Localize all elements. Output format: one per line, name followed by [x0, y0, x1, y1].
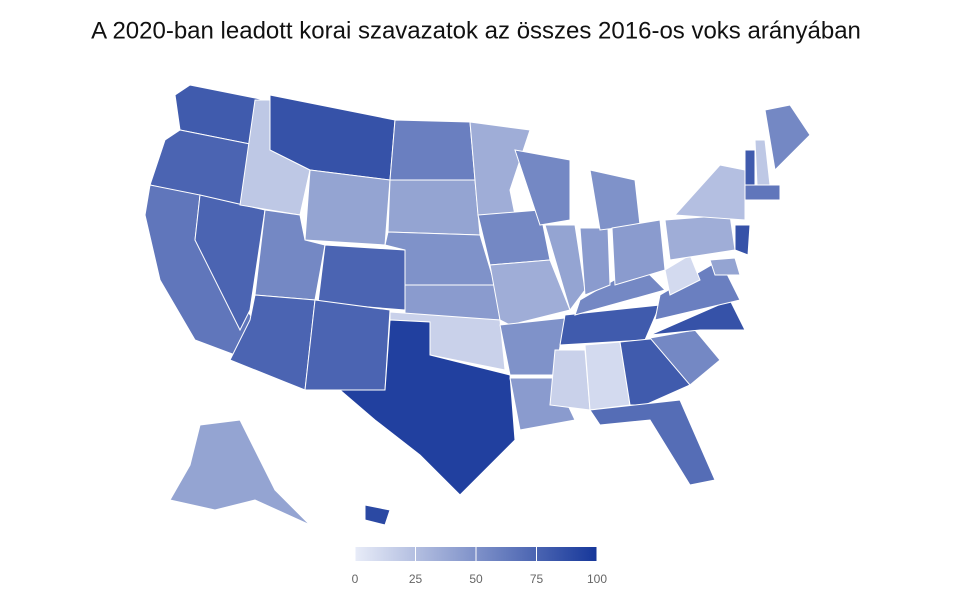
- region: [579, 227, 611, 296]
- region: [389, 119, 476, 181]
- region: [709, 257, 741, 276]
- region: [764, 104, 811, 172]
- region: [673, 164, 746, 221]
- region: [169, 419, 311, 526]
- region: [469, 121, 531, 216]
- color-tick-label: 25: [409, 572, 423, 586]
- region: [664, 214, 736, 261]
- region: [589, 169, 641, 231]
- region: [549, 349, 591, 411]
- color-tick-label: 0: [352, 572, 359, 586]
- region: [338, 319, 516, 496]
- region: [489, 259, 571, 326]
- region: [229, 294, 316, 391]
- region: [364, 504, 391, 526]
- region: [744, 184, 781, 201]
- region: [317, 244, 406, 311]
- region: [589, 399, 716, 486]
- region: [664, 254, 701, 296]
- region: [744, 149, 756, 186]
- chart-title: A 2020-ban leadott korai szavazatok az ö…: [91, 17, 861, 44]
- region: [514, 149, 571, 226]
- region: [304, 299, 391, 391]
- region: [734, 224, 751, 256]
- color-tick-label: 50: [469, 572, 483, 586]
- color-tick-label: 75: [530, 572, 544, 586]
- region: [304, 169, 391, 246]
- region: [387, 179, 481, 236]
- region: [611, 219, 666, 286]
- region: [754, 139, 771, 186]
- color-tick-label: 100: [587, 572, 607, 586]
- region: [649, 299, 746, 336]
- region: [649, 329, 721, 386]
